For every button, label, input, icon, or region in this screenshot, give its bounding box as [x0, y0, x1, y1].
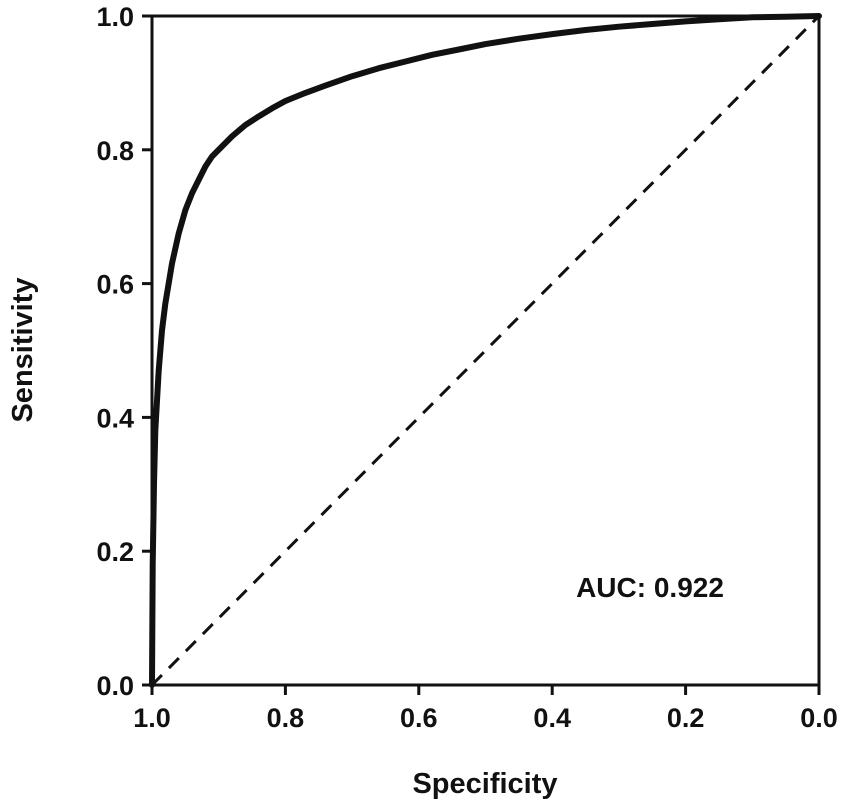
x-axis-ticks: 1.0 0.8 0.6 0.4 0.2 0.0 [133, 685, 838, 733]
y-axis-label: Sensitivity [7, 277, 39, 422]
auc-annotation: AUC: 0.922 [576, 572, 724, 603]
y-tick-label: 0.2 [96, 537, 134, 567]
plot-area [149, 13, 822, 688]
y-tick-label: 0.0 [96, 671, 134, 701]
y-tick-label: 1.0 [96, 2, 134, 32]
plot-frame [150, 14, 821, 687]
x-tick-label: 0.2 [667, 703, 705, 733]
x-axis-label: Specificity [412, 768, 557, 800]
roc-curve-line [149, 13, 822, 688]
y-axis-ticks: 0.0 0.2 0.4 0.6 0.8 1.0 [96, 2, 152, 701]
x-tick-label: 0.8 [267, 703, 305, 733]
x-tick-label: 1.0 [133, 703, 171, 733]
y-tick-label: 0.6 [96, 270, 134, 300]
x-tick-label: 0.6 [400, 703, 438, 733]
y-tick-label: 0.4 [96, 403, 134, 433]
x-tick-label: 0.4 [533, 703, 571, 733]
y-tick-label: 0.8 [96, 136, 134, 166]
chance-diagonal-line [150, 14, 821, 687]
x-tick-label: 0.0 [800, 703, 838, 733]
